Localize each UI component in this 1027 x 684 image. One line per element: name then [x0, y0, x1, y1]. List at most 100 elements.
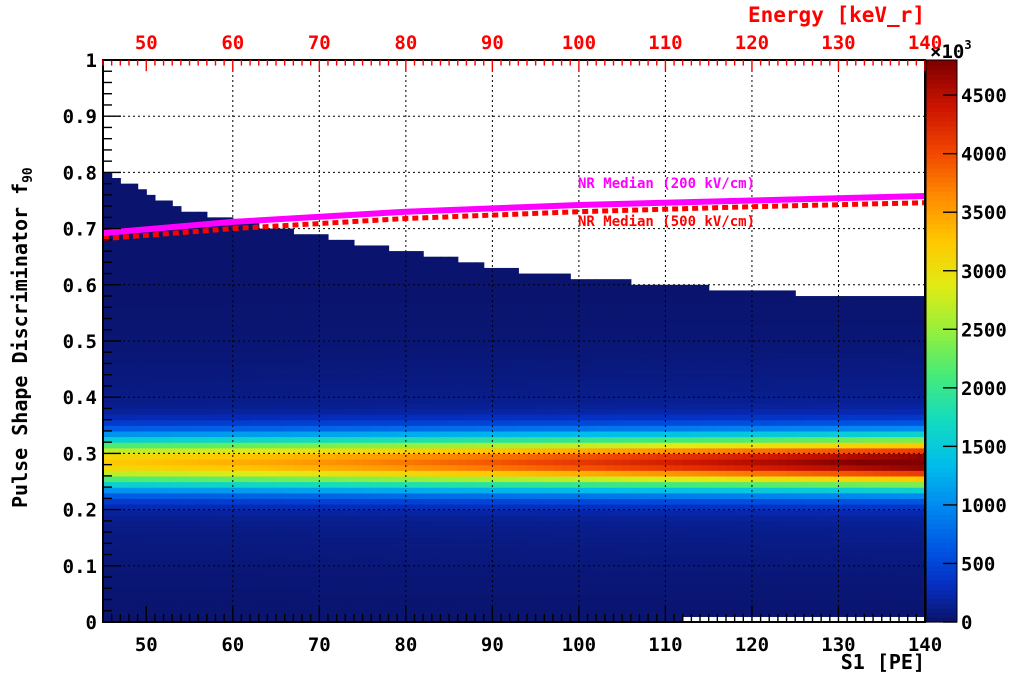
heatmap-cell	[449, 385, 459, 393]
heatmap-cell	[656, 363, 667, 370]
heatmap-cell	[613, 346, 623, 353]
heatmap-cell	[414, 346, 424, 353]
heatmap-cell	[111, 318, 121, 325]
heatmap-cell	[276, 560, 286, 567]
heatmap-cell	[648, 357, 658, 365]
heatmap-cell	[397, 442, 407, 449]
heatmap-cell	[163, 532, 173, 539]
heatmap-cell	[691, 560, 701, 567]
heatmap-cell	[163, 200, 173, 207]
heatmap-cell	[293, 475, 303, 483]
heatmap-cell	[293, 548, 303, 556]
heatmap-cell	[449, 554, 459, 561]
heatmap-cell	[293, 447, 303, 454]
heatmap-cell	[604, 408, 615, 415]
heatmap-cell	[622, 582, 632, 589]
heatmap-cell	[189, 419, 199, 426]
heatmap-cell	[379, 267, 390, 275]
heatmap-cell	[526, 312, 537, 320]
heatmap-cell	[232, 251, 243, 258]
heatmap-cell	[258, 487, 268, 494]
heatmap-cell	[561, 442, 571, 449]
heatmap-cell	[552, 430, 563, 438]
heatmap-cell	[189, 582, 199, 589]
heatmap-cell	[691, 296, 701, 303]
heatmap-cell	[587, 532, 597, 539]
heatmap-cell	[128, 206, 139, 213]
heatmap-cell	[250, 582, 260, 589]
heatmap-cell	[327, 374, 338, 381]
heatmap-cell	[604, 419, 615, 426]
heatmap-cell	[250, 464, 260, 471]
heatmap-cell	[734, 588, 744, 595]
heatmap-cell	[578, 543, 589, 550]
heatmap-cell	[674, 616, 684, 623]
heatmap-cell	[604, 447, 615, 454]
heatmap-cell	[302, 363, 312, 370]
heatmap-cell	[509, 391, 519, 398]
heatmap-cell	[431, 565, 442, 573]
heatmap-cell	[379, 548, 390, 556]
heatmap-cell	[656, 374, 667, 381]
heatmap-cell	[708, 475, 718, 483]
heatmap-cell	[526, 357, 537, 365]
heatmap-cell	[120, 487, 130, 494]
heatmap-cell	[137, 279, 147, 286]
heatmap-cell	[336, 357, 346, 365]
heatmap-cell	[319, 464, 329, 471]
heatmap-cell	[492, 487, 502, 494]
heatmap-cell	[120, 610, 130, 617]
heatmap-cell	[622, 290, 632, 297]
heatmap-cell	[250, 397, 260, 404]
heatmap-cell	[725, 447, 736, 454]
heatmap-cell	[154, 341, 165, 348]
heatmap-cell	[751, 593, 762, 601]
heatmap-cell	[578, 498, 589, 505]
heatmap-cell	[327, 565, 338, 573]
heatmap-cell	[128, 335, 139, 342]
heatmap-cell	[457, 582, 468, 589]
heatmap-cell	[198, 560, 208, 567]
heatmap-cell	[276, 520, 286, 528]
heatmap-cell	[103, 554, 113, 561]
heatmap-cell	[457, 577, 468, 584]
heatmap-cell	[570, 475, 580, 483]
heatmap-cell	[232, 610, 243, 617]
heatmap-cell	[509, 357, 519, 365]
heatmap-cell	[587, 363, 597, 370]
heatmap-cell	[310, 324, 320, 331]
heatmap-cell	[103, 481, 113, 488]
heatmap-cell	[180, 262, 191, 269]
heatmap-cell	[604, 537, 615, 544]
heatmap-cell	[180, 498, 191, 505]
heatmap-cell	[154, 442, 165, 449]
heatmap-cell	[319, 324, 329, 331]
heatmap-cell	[180, 402, 191, 410]
heatmap-cell	[509, 577, 519, 584]
heatmap-cell	[267, 543, 277, 550]
heatmap-cell	[172, 453, 182, 460]
heatmap-cell	[362, 335, 372, 342]
heatmap-cell	[552, 481, 563, 488]
heatmap-cell	[327, 335, 338, 342]
heatmap-cell	[146, 318, 156, 325]
heatmap-cell	[682, 537, 692, 544]
heatmap-cell	[111, 324, 121, 331]
heatmap-cell	[717, 453, 727, 460]
heatmap-cell	[604, 453, 615, 460]
heatmap-cell	[492, 279, 502, 286]
heatmap-cell	[639, 318, 649, 325]
heatmap-cell	[206, 290, 217, 297]
heatmap-cell	[405, 487, 416, 494]
heatmap-cell	[449, 352, 459, 359]
heatmap-cell	[232, 245, 243, 252]
heatmap-cell	[423, 453, 433, 460]
heatmap-cell	[501, 324, 511, 331]
heatmap-cell	[224, 475, 234, 483]
heatmap-cell	[232, 363, 243, 370]
heatmap-cell	[734, 571, 744, 578]
heatmap-cell	[708, 380, 718, 387]
heatmap-cell	[250, 357, 260, 365]
heatmap-cell	[232, 616, 243, 623]
heatmap-cell	[137, 605, 147, 612]
